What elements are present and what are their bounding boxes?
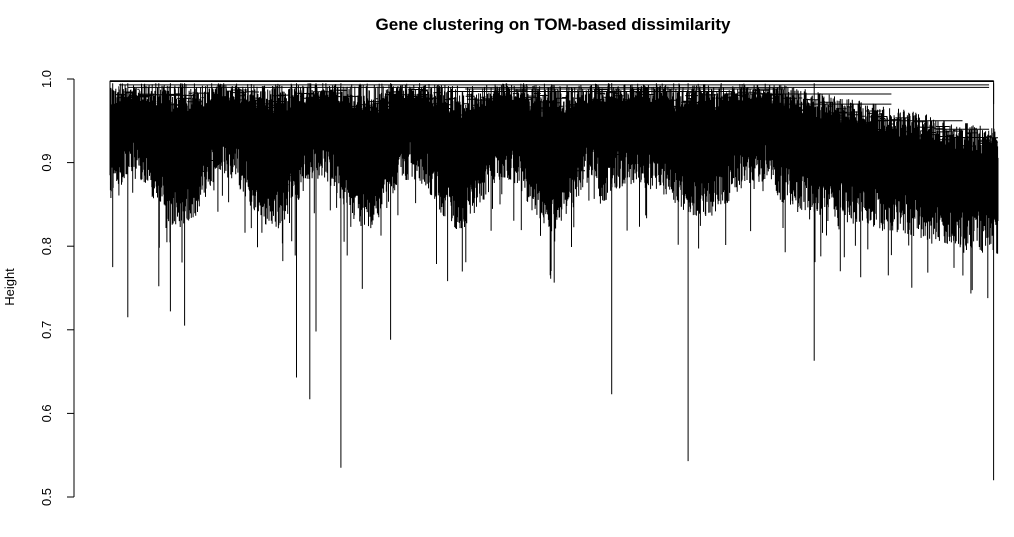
dendrogram-tree <box>109 80 999 481</box>
y-axis-label: Height <box>2 268 17 306</box>
y-tick-label: 0.5 <box>39 488 54 506</box>
y-tick-label: 0.6 <box>39 404 54 422</box>
y-tick-label: 0.8 <box>39 237 54 255</box>
chart-title: Gene clustering on TOM-based dissimilari… <box>376 15 731 34</box>
y-tick-label: 1.0 <box>39 70 54 88</box>
y-tick-label: 0.9 <box>39 154 54 172</box>
dendrogram-branches <box>109 83 999 481</box>
y-tick-label: 0.7 <box>39 321 54 339</box>
y-axis: 0.5 0.6 0.7 0.8 0.9 1.0 <box>39 70 75 506</box>
